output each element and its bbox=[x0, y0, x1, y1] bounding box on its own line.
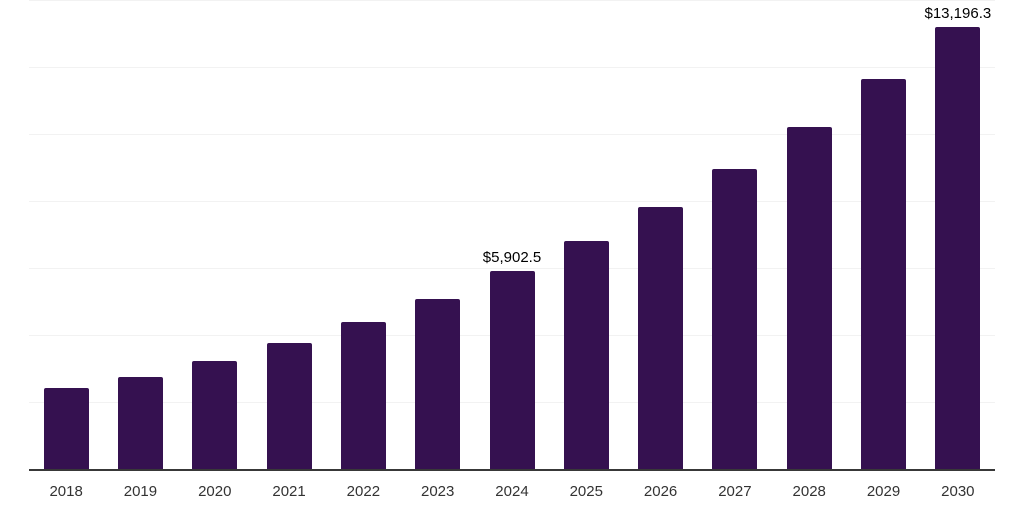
bar-2026 bbox=[638, 207, 684, 469]
x-tick-2018: 2018 bbox=[49, 483, 83, 500]
x-tick-2020: 2020 bbox=[198, 483, 232, 500]
plot-area: $5,902.5 $13,196.3 bbox=[29, 0, 995, 471]
bar-2023 bbox=[415, 298, 461, 469]
gridline-8000 bbox=[29, 201, 995, 202]
data-label-2024: $5,902.5 bbox=[482, 249, 542, 267]
x-tick-2025: 2025 bbox=[569, 483, 603, 500]
bar-2028 bbox=[786, 126, 832, 469]
x-tick-2027: 2027 bbox=[718, 483, 752, 500]
x-tick-2026: 2026 bbox=[643, 483, 678, 500]
bar-2019 bbox=[117, 377, 163, 469]
x-tick-2023: 2023 bbox=[420, 483, 455, 500]
x-tick-2024: 2024 bbox=[495, 483, 529, 500]
gridline-12000 bbox=[29, 67, 995, 68]
bar-2029 bbox=[861, 78, 907, 469]
bar-2021 bbox=[266, 343, 312, 469]
bar-2018 bbox=[43, 387, 89, 469]
data-label-2030: $13,196.3 bbox=[924, 4, 992, 22]
x-tick-2030: 2030 bbox=[941, 483, 975, 500]
bar-2027 bbox=[712, 169, 758, 469]
x-tick-2019: 2019 bbox=[123, 483, 158, 500]
x-tick-2028: 2028 bbox=[792, 483, 826, 500]
bar-2022 bbox=[340, 322, 386, 469]
bar-2020 bbox=[192, 361, 238, 469]
gridline-14000 bbox=[29, 0, 995, 1]
gridline-10000 bbox=[29, 134, 995, 135]
bar-2025 bbox=[563, 240, 609, 469]
gridline-6000 bbox=[29, 268, 995, 269]
x-tick-2029: 2029 bbox=[866, 483, 901, 500]
x-tick-2021: 2021 bbox=[272, 483, 306, 500]
x-tick-2022: 2022 bbox=[346, 483, 381, 500]
bar-2030 bbox=[935, 26, 981, 469]
x-axis-line bbox=[29, 469, 995, 471]
bar-2024 bbox=[489, 271, 535, 469]
